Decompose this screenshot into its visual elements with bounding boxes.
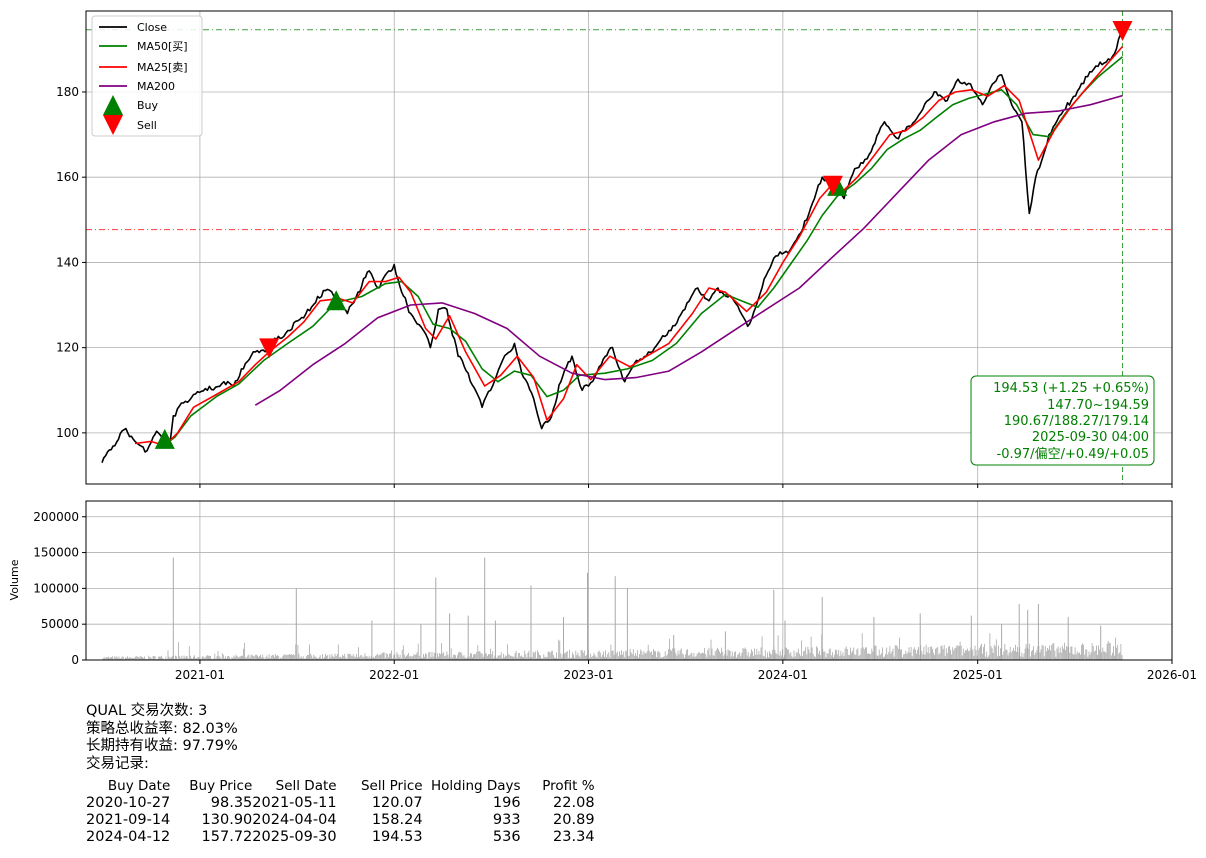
price-y-tick-label: 160 [56, 170, 79, 184]
summary-strategy-return: 策略总收益率: 82.03% [86, 720, 238, 737]
strategy-summary: QUAL 交易次数: 3 策略总收益率: 82.03% 长期持有收益: 97.7… [86, 703, 786, 773]
header-sell-price: Sell Price [360, 778, 423, 794]
series-line-ma50 [160, 56, 1124, 449]
sell-marker [259, 338, 280, 359]
header-holding-days: Holding Days [430, 778, 521, 794]
chart-figure: 100 120 140 160 180 Close MA50[买] MA25[卖] MA… [8, 10, 1197, 682]
volume-plot-frame [85, 500, 1173, 661]
buy-marker [326, 290, 347, 311]
trade-buy-price: 98.35 [210, 795, 253, 811]
series-line-ma200 [254, 94, 1123, 406]
trade-row: 2020-10-27 98.35 2021-05-11 120.07 196 2… [86, 795, 595, 812]
price-annotation: 194.53 (+1.25 +0.65%) 147.70~194.59 190.… [970, 375, 1155, 466]
annotation-box [970, 375, 1155, 466]
price-y-tick-label: 120 [56, 341, 79, 355]
trade-sell-date: 2025-09-30 [252, 829, 337, 845]
summary-title: QUAL 交易次数: 3 [86, 703, 208, 719]
volume-y-label: Volume [8, 559, 21, 600]
volume-y-axis: 0 50000 100000 150000 200000 [33, 510, 86, 667]
trade-markers [154, 21, 1133, 449]
legend-item-close: Close [99, 21, 167, 34]
trade-sell-date: 2021-05-11 [252, 795, 337, 811]
annotation-line-price: 194.53 (+1.25 +0.65%) [993, 381, 1149, 396]
price-x-axis [199, 484, 1173, 488]
header-buy-date: Buy Date [107, 778, 171, 794]
legend-label-ma50: MA50[买] [137, 40, 188, 53]
trade-holding-days: 536 [492, 829, 521, 845]
legend-item-ma200: MA200 [99, 80, 175, 93]
trade-profit: 20.89 [553, 812, 595, 828]
legend-item-buy: Buy [103, 95, 159, 115]
annotation-line-signal: -0.97/偏空/+0.49/+0.05 [997, 447, 1149, 462]
legend: Close MA50[买] MA25[卖] MA200 Buy Sell [91, 15, 203, 137]
price-y-axis: 100 120 140 160 180 [56, 85, 86, 440]
sell-marker [1112, 21, 1133, 42]
volume-x-tick-label: 2025-01 [953, 668, 1003, 682]
trade-holding-days: 196 [492, 795, 521, 811]
trade-buy-date: 2020-10-27 [86, 795, 171, 811]
trade-sell-date: 2024-04-04 [252, 812, 337, 828]
sell-marker [822, 175, 843, 196]
legend-label-buy: Buy [137, 99, 159, 112]
legend-item-sell: Sell [103, 115, 157, 135]
volume-y-tick-label: 50000 [41, 617, 79, 631]
legend-label-ma200: MA200 [137, 80, 175, 93]
volume-x-tick-label: 2021-01 [175, 668, 225, 682]
trade-buy-price: 157.72 [201, 829, 253, 845]
volume-x-tick-label: 2023-01 [563, 668, 613, 682]
trade-holding-days: 933 [492, 812, 521, 828]
price-y-tick-label: 180 [56, 85, 79, 99]
header-buy-price: Buy Price [189, 778, 253, 794]
summary-records-label: 交易记录: [86, 755, 149, 772]
trade-buy-date: 2024-04-12 [86, 829, 171, 845]
trade-profit: 22.08 [553, 795, 595, 811]
volume-x-tick-label: 2024-01 [758, 668, 808, 682]
trade-sell-price: 158.24 [371, 812, 423, 828]
sell-triangle-icon [103, 115, 123, 135]
legend-label-ma25: MA25[卖] [137, 61, 188, 74]
trade-sell-price: 120.07 [371, 795, 423, 811]
trade-row: 2021-09-14 130.90 2024-04-04 158.24 933 … [86, 812, 595, 829]
legend-label-close: Close [137, 21, 167, 34]
summary-hold-return: 长期持有收益: 97.79% [86, 738, 238, 754]
buy-marker [154, 428, 175, 449]
trade-buy-date: 2021-09-14 [86, 812, 171, 828]
volume-y-tick-label: 100000 [33, 581, 79, 595]
header-profit: Profit % [542, 778, 595, 794]
legend-item-ma25: MA25[卖] [99, 61, 188, 74]
volume-plot-area [86, 501, 1172, 660]
volume-y-tick-label: 150000 [33, 546, 79, 560]
volume-x-axis: 2021-01 2022-01 2023-01 2024-01 2025-01 2026-… [175, 660, 1197, 682]
price-y-tick-label: 140 [56, 255, 79, 269]
trade-row: 2024-04-12 157.72 2025-09-30 194.53 536 … [86, 829, 595, 846]
volume-x-tick-label: 2026-01 [1147, 668, 1197, 682]
volume-y-tick-label: 200000 [33, 510, 79, 524]
legend-label-sell: Sell [137, 119, 157, 132]
trade-table-header: Buy Date Buy Price Sell Date Sell Price … [86, 778, 595, 795]
price-plot-frame [85, 10, 1173, 485]
annotation-line-range: 147.70~194.59 [1047, 398, 1149, 413]
trade-buy-price: 130.90 [201, 812, 253, 828]
volume-y-tick-label: 0 [71, 653, 79, 667]
trade-sell-price: 194.53 [371, 829, 423, 845]
price-y-tick-label: 100 [56, 426, 79, 440]
series-line-ma25 [134, 45, 1124, 447]
buy-triangle-icon [103, 95, 123, 115]
volume-x-tick-label: 2022-01 [369, 668, 419, 682]
legend-item-ma50: MA50[买] [99, 40, 188, 53]
annotation-line-time: 2025-09-30 04:00 [1032, 430, 1149, 445]
trade-profit: 23.34 [553, 829, 595, 845]
price-panel: 100 120 140 160 180 Close MA50[买] MA25[卖] MA… [56, 10, 1173, 488]
annotation-line-ma: 190.67/188.27/179.14 [1004, 414, 1149, 429]
trade-records-table: Buy Date Buy Price Sell Date Sell Price … [86, 778, 595, 846]
header-sell-date: Sell Date [275, 778, 337, 794]
